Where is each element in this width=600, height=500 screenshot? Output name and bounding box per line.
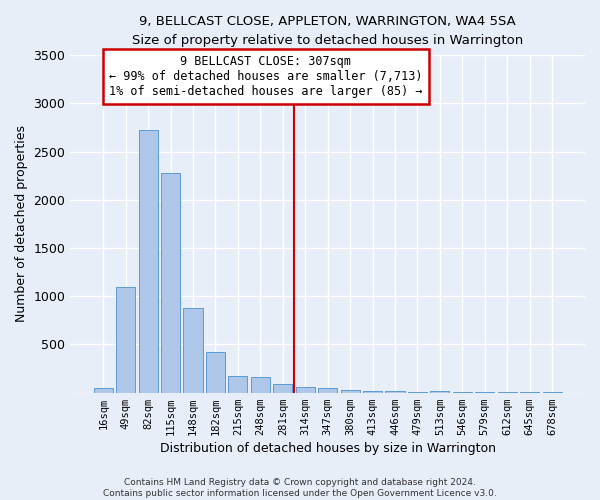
Bar: [116, 286, 135, 393]
Bar: [139, 130, 158, 392]
Bar: [296, 388, 315, 392]
Bar: [385, 391, 404, 392]
Bar: [161, 173, 180, 392]
Bar: [363, 391, 382, 392]
Bar: [229, 376, 247, 392]
Text: Contains HM Land Registry data © Crown copyright and database right 2024.
Contai: Contains HM Land Registry data © Crown c…: [103, 478, 497, 498]
Bar: [94, 388, 113, 392]
Bar: [341, 390, 359, 392]
Bar: [318, 388, 337, 392]
Title: 9, BELLCAST CLOSE, APPLETON, WARRINGTON, WA4 5SA
Size of property relative to de: 9, BELLCAST CLOSE, APPLETON, WARRINGTON,…: [132, 15, 523, 47]
Bar: [206, 352, 225, 393]
Text: 9 BELLCAST CLOSE: 307sqm
← 99% of detached houses are smaller (7,713)
1% of semi: 9 BELLCAST CLOSE: 307sqm ← 99% of detach…: [109, 55, 422, 98]
Bar: [273, 384, 292, 392]
Bar: [184, 308, 203, 392]
Y-axis label: Number of detached properties: Number of detached properties: [15, 126, 28, 322]
X-axis label: Distribution of detached houses by size in Warrington: Distribution of detached houses by size …: [160, 442, 496, 455]
Bar: [430, 391, 449, 392]
Bar: [251, 378, 270, 392]
